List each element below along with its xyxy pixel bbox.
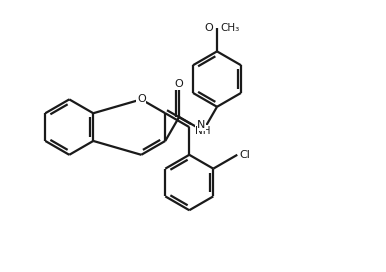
Text: CH₃: CH₃ <box>220 23 239 33</box>
Text: N: N <box>197 120 206 130</box>
Text: O: O <box>175 79 183 89</box>
Text: O: O <box>204 23 213 33</box>
Text: O: O <box>137 94 146 104</box>
Text: NH: NH <box>195 126 211 136</box>
Text: Cl: Cl <box>239 150 250 160</box>
